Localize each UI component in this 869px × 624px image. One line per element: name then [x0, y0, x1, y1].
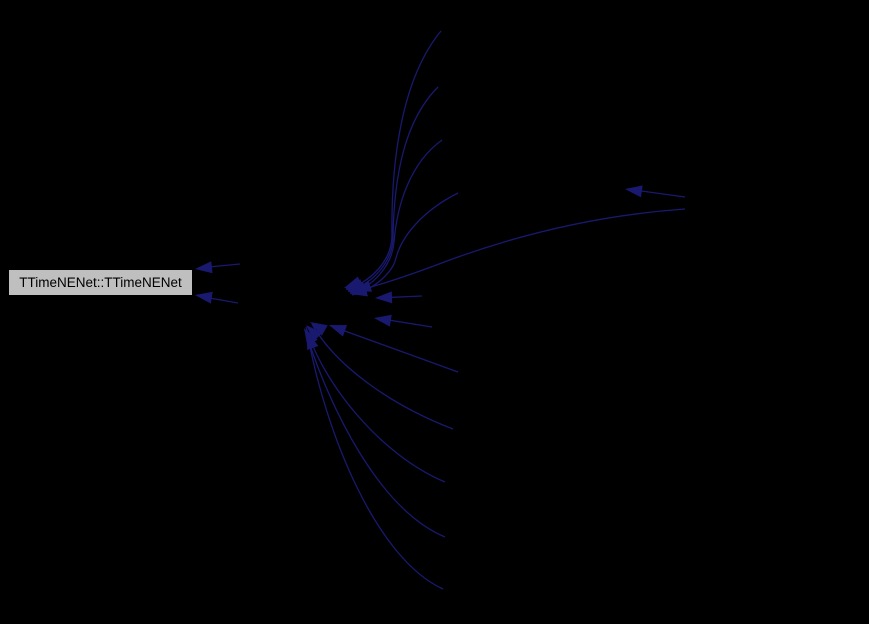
arrow-into-node-upper	[195, 261, 213, 274]
arrow-into-node-lower	[195, 291, 213, 304]
arrow-mid-1	[375, 291, 393, 304]
node-ttimenenet-constructor: TTimeNENet::TTimeNENet	[8, 269, 193, 296]
caller-curve-fan-5	[307, 335, 444, 590]
caller-curve-fan-3	[305, 326, 446, 483]
edge-group	[197, 30, 686, 590]
arrow-cluster-p2-a	[310, 322, 328, 336]
arrowhead-group	[195, 185, 643, 351]
arrow-right-short	[625, 185, 643, 198]
caller-curve-top-3	[349, 139, 443, 294]
caller-curve-top-1	[345, 30, 442, 290]
caller-curve-fan-2	[311, 323, 454, 430]
caller-curve-top-2	[347, 86, 439, 292]
arrow-cluster-p2-b	[306, 325, 323, 342]
arrow-mid-2	[374, 314, 392, 327]
arrow-cluster-p2-d	[307, 332, 319, 351]
caller-curve-far-right	[355, 208, 686, 292]
caller-curve-top-4	[351, 192, 459, 296]
node-label: TTimeNENet::TTimeNENet	[19, 275, 182, 290]
caller-line-fan-1	[330, 325, 459, 373]
caller-curve-fan-4	[304, 329, 446, 538]
arrow-fan-1	[329, 325, 348, 337]
arrow-cluster-p1-e	[354, 280, 373, 292]
